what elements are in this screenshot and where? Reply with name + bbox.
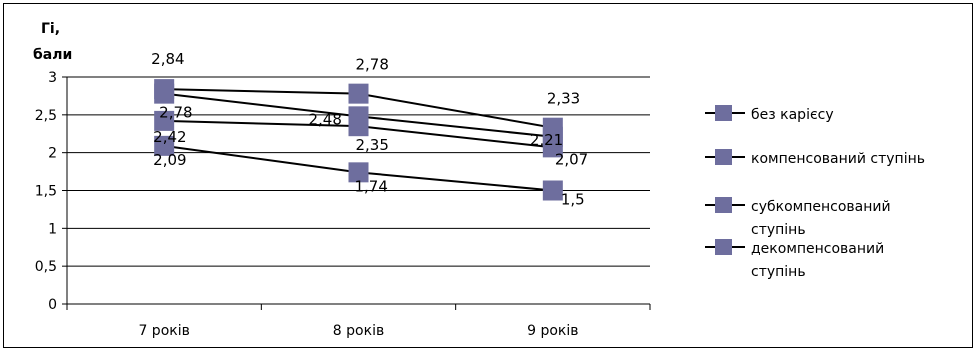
- y-tick-label: 0,5: [35, 259, 57, 275]
- data-point-marker: [542, 180, 563, 201]
- data-label: 2,48: [309, 110, 342, 128]
- data-label: 1,74: [355, 177, 388, 195]
- legend-marker: [715, 197, 732, 213]
- y-tick-label: 2: [48, 146, 57, 162]
- data-label: 2,84: [151, 50, 184, 68]
- series-markers: [154, 79, 563, 201]
- data-point-marker: [348, 116, 369, 137]
- data-label: 1,5: [561, 191, 585, 209]
- data-point-marker: [154, 83, 175, 104]
- data-labels: 2,84 2,78 2,33 2,78 2,48 2,21 2,42 2,35 2,07 2,09…: [151, 50, 588, 208]
- data-label: 2,78: [159, 104, 192, 122]
- legend-label: субкомпенсований: [751, 199, 891, 215]
- y-tick-label: 0: [48, 297, 57, 313]
- data-point-marker: [542, 137, 563, 158]
- data-point-marker: [348, 162, 369, 183]
- data-label: 2,78: [356, 56, 389, 74]
- x-tick-label: 9 років: [527, 323, 578, 339]
- y-tick-label: 3: [48, 70, 57, 86]
- legend-label: декомпенсований: [751, 241, 884, 257]
- data-label: 2,07: [555, 150, 588, 168]
- x-tick-label: 8 років: [333, 323, 384, 339]
- y-axis-label: Гі, бали: [33, 21, 72, 63]
- data-point-marker: [154, 110, 175, 131]
- y-axis-label-line: Гі,: [41, 21, 60, 37]
- data-point-marker: [154, 135, 175, 156]
- legend-marker: [715, 149, 732, 165]
- y-tick-label: 1,5: [35, 184, 57, 200]
- data-label: 2,21: [530, 131, 563, 149]
- legend-label: ступінь: [751, 222, 806, 238]
- data-label: 2,33: [547, 90, 580, 108]
- y-tick-labels: 0 0,5 1 1,5 2 2,5 3: [35, 70, 57, 313]
- legend-marker: [715, 105, 732, 121]
- legend-label: без карієсу: [751, 107, 834, 123]
- axes: [62, 76, 651, 310]
- y-axis-label-line: бали: [33, 47, 72, 63]
- data-label: 2,09: [153, 151, 186, 169]
- chart-frame: [3, 3, 973, 348]
- data-label: 2,35: [356, 136, 389, 154]
- legend-marker: [715, 239, 732, 255]
- data-label: 2,42: [153, 128, 186, 146]
- legend: без карієсу компенсований ступінь субкомпе…: [705, 105, 925, 280]
- x-tick-labels: 7 років 8 років 9 років: [138, 323, 578, 339]
- data-point-marker: [348, 83, 369, 104]
- legend-label: ступінь: [751, 264, 806, 280]
- legend-label: компенсований ступінь: [751, 151, 925, 167]
- y-tick-label: 1: [48, 221, 57, 237]
- x-tick-label: 7 років: [138, 323, 189, 339]
- y-tick-label: 2,5: [35, 108, 57, 124]
